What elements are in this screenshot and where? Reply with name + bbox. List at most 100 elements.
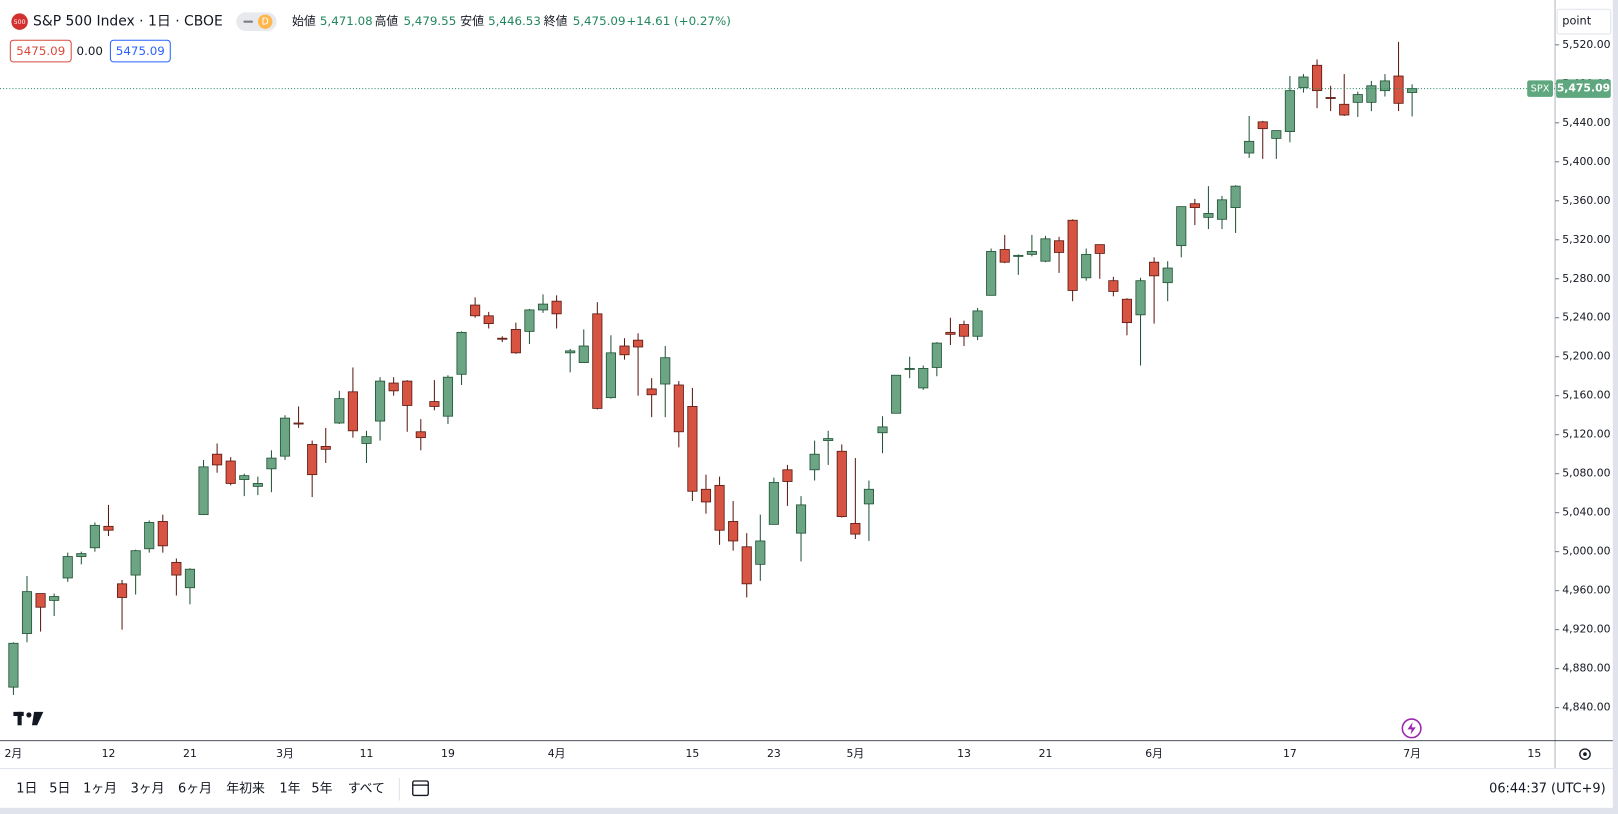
candle-body	[483, 315, 494, 325]
candle-body	[836, 450, 847, 517]
candle-body	[1108, 280, 1119, 292]
candle-body	[1189, 203, 1200, 209]
y-tick-label: 5,040.00	[1562, 506, 1610, 519]
candle-body	[1013, 254, 1024, 257]
y-tick-label: 5,160.00	[1562, 389, 1610, 402]
candle-body	[551, 300, 562, 315]
clock[interactable]: 06:44:37 (UTC+9)	[1489, 782, 1605, 797]
range-button[interactable]: すべて	[348, 782, 385, 797]
candle-body	[76, 553, 87, 557]
ohlc-label: 高値	[375, 14, 399, 28]
candle-body	[171, 561, 182, 576]
x-tick-label: 23	[767, 747, 781, 760]
candle-body	[184, 568, 196, 589]
candle-body	[320, 445, 331, 450]
ohlc-label: 始値	[292, 14, 316, 28]
candle-body	[687, 406, 698, 492]
candle-body	[103, 525, 114, 531]
candle-body	[741, 546, 752, 585]
x-tick-label: 5月	[846, 747, 864, 760]
last-price-bg	[1556, 79, 1611, 98]
candle-body	[850, 522, 861, 535]
alert-icon[interactable]	[1401, 718, 1422, 739]
candle-body	[510, 329, 521, 354]
candle-body	[375, 380, 386, 422]
candle-body	[1312, 64, 1323, 92]
y-tick-label: 5,000.00	[1562, 545, 1610, 558]
range-button[interactable]: 5年	[311, 782, 332, 797]
candle-body	[823, 438, 834, 441]
candle-body	[646, 388, 657, 396]
range-button[interactable]: 1日	[16, 782, 37, 797]
legend-value: 5475.09	[116, 44, 165, 58]
candle-body	[442, 376, 454, 417]
range-button[interactable]: 5日	[49, 782, 70, 797]
interval-badge	[257, 14, 273, 29]
ohlc-label: 終値	[544, 14, 568, 28]
candle-body	[986, 251, 997, 296]
candle-body	[116, 583, 128, 598]
symbol-title[interactable]: S&P 500 Index · 1日 · CBOE	[33, 14, 223, 30]
candle-body	[537, 303, 549, 311]
alert-bolt	[1407, 722, 1416, 735]
x-tick-label: 15	[1527, 747, 1541, 760]
settings-icon[interactable]	[1579, 748, 1591, 760]
candle-body	[891, 374, 902, 414]
y-tick-label: 5,280.00	[1562, 272, 1610, 285]
date-range-icon[interactable]	[412, 780, 429, 797]
candle-body	[1352, 94, 1363, 103]
candle-body	[212, 453, 223, 466]
y-tick-label: 5,400.00	[1562, 155, 1610, 168]
candle-body	[945, 331, 956, 335]
candle-body	[35, 593, 46, 608]
candle-body	[1216, 199, 1228, 220]
y-tick-label: 5,200.00	[1562, 350, 1610, 363]
candle-body	[429, 401, 440, 407]
symbol-tag: SPX	[1531, 84, 1550, 95]
plot-area	[0, 41, 1556, 695]
candle-body	[1040, 238, 1051, 262]
legend-box	[109, 39, 171, 63]
candle-body	[388, 382, 399, 392]
tv-logo	[13, 711, 44, 726]
range-button[interactable]: 1ヶ月	[83, 782, 117, 797]
candle-body	[293, 422, 304, 425]
candle-body	[239, 475, 250, 480]
candle-body	[809, 453, 820, 471]
range-button[interactable]: 年初来	[226, 781, 265, 797]
ohlc-label: 安値	[460, 14, 484, 28]
candle-body	[361, 436, 372, 444]
candle-body	[660, 357, 671, 385]
scale-mode-button[interactable]	[1556, 8, 1612, 35]
candle-body	[700, 488, 712, 503]
x-tick-label: 3月	[276, 747, 294, 760]
candle-body	[863, 488, 874, 505]
candle-body	[768, 482, 779, 525]
candle-body	[795, 504, 807, 534]
range-button[interactable]: 1年	[279, 782, 300, 797]
y-tick-label: 5,240.00	[1562, 311, 1610, 324]
range-button[interactable]: 3ヶ月	[131, 782, 165, 797]
candle-body	[1284, 90, 1295, 132]
x-tick-label: 19	[441, 747, 455, 760]
candle-body	[782, 469, 793, 482]
candle-body	[8, 642, 19, 688]
candle-body	[619, 345, 630, 356]
interval-text: D	[262, 17, 269, 28]
candle-body	[279, 417, 291, 457]
candle-body	[999, 249, 1010, 263]
candle-body	[1121, 298, 1133, 324]
candle-body	[1053, 240, 1065, 253]
candle-body	[755, 540, 766, 565]
candle-body	[49, 596, 60, 601]
x-tick-label: 6月	[1145, 747, 1163, 760]
candle-body	[252, 483, 263, 487]
candle-body	[157, 521, 168, 547]
range-button[interactable]: 6ヶ月	[178, 782, 212, 797]
y-tick-label: 4,880.00	[1562, 662, 1610, 675]
candle-body	[415, 431, 426, 439]
candle-body	[1407, 88, 1418, 93]
